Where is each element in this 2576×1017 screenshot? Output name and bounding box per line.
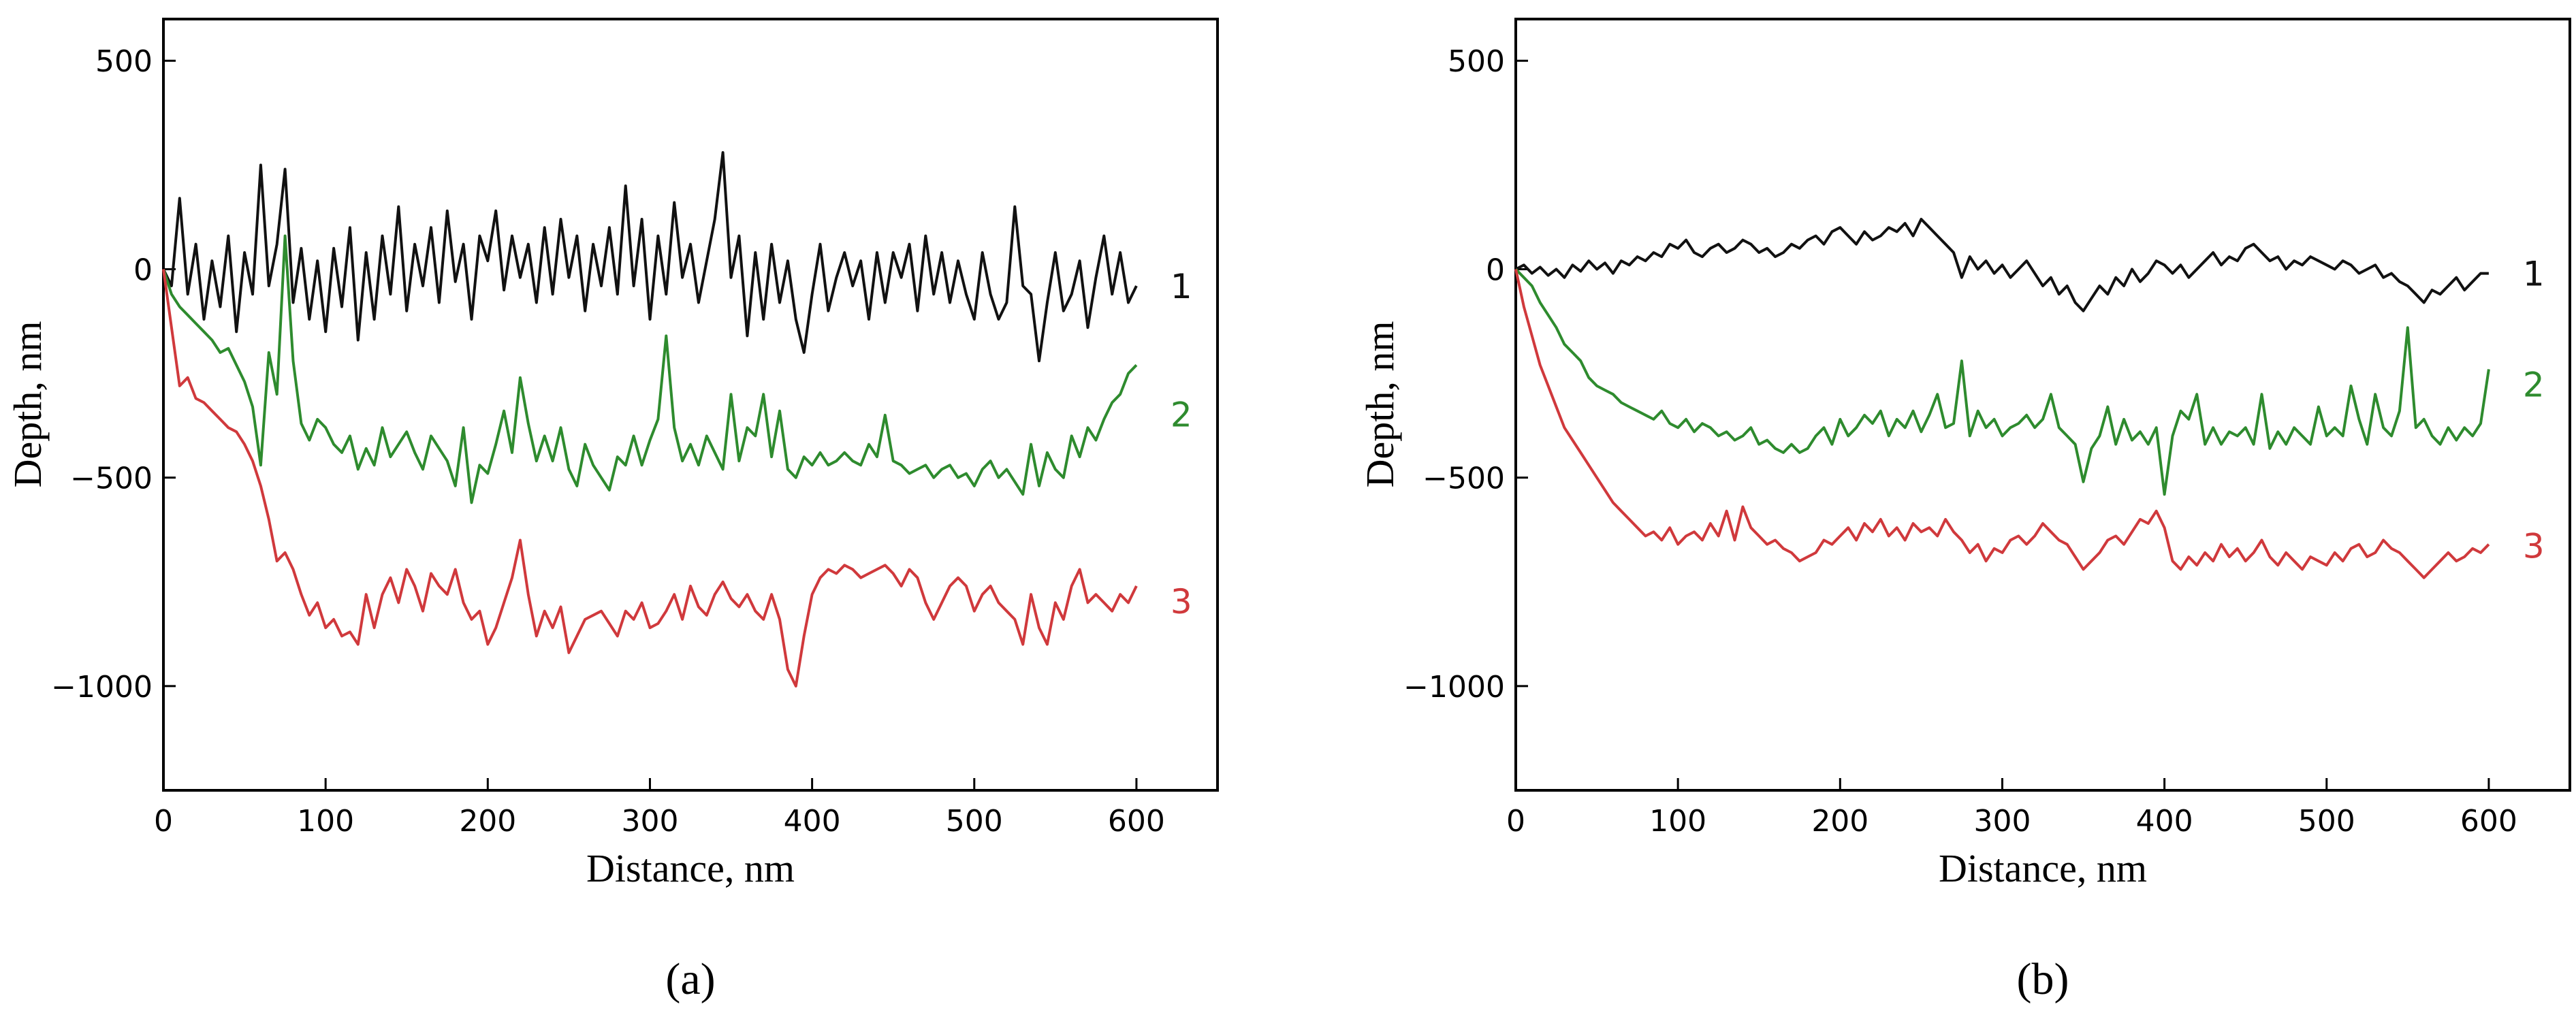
series-1-label: 1 — [1171, 267, 1192, 306]
x-tick-label: 600 — [1108, 804, 1165, 839]
series-1-line — [1515, 218, 2489, 312]
plot-frame — [162, 18, 1219, 792]
series-2-label: 2 — [1171, 395, 1192, 434]
y-tick-label: 0 — [1486, 253, 1505, 287]
y-tick-label: 500 — [95, 44, 153, 79]
y-tick-label: −1000 — [51, 670, 153, 705]
x-tick-label: 300 — [1973, 804, 2031, 839]
plot-frame — [1514, 18, 2571, 792]
x-tick-label: 400 — [784, 804, 841, 839]
x-tick-label: 0 — [1506, 804, 1525, 839]
series-3-line — [1514, 269, 2490, 579]
panel-caption: (b) — [2017, 954, 2069, 1004]
y-axis-title: Depth, nm — [5, 321, 50, 488]
x-tick-label: 500 — [946, 804, 1003, 839]
x-tick-label: 100 — [297, 804, 354, 839]
x-axis-title: Distance, nm — [586, 846, 795, 890]
y-tick-label: −500 — [1422, 462, 1505, 496]
panel-a: 0 100 200 300 400 500 600 500 0 −500 −1000 1 2 3 Dis… — [5, 18, 1219, 1004]
panel-b: 0 100 200 300 400 500 600 500 0 −500 −1000 1 2 3 Dis… — [1358, 18, 2571, 1004]
x-tick-label: 300 — [621, 804, 678, 839]
y-tick-label: 500 — [1448, 44, 1505, 79]
x-tick-label: 200 — [1811, 804, 1869, 839]
series-3-label: 3 — [2523, 527, 2545, 566]
x-tick-label: 200 — [459, 804, 516, 839]
series-3-label: 3 — [1171, 582, 1192, 622]
x-tick-label: 0 — [154, 804, 173, 839]
x-tick-label: 400 — [2136, 804, 2193, 839]
panel-caption: (a) — [665, 954, 715, 1004]
x-tick-label: 500 — [2298, 804, 2355, 839]
y-axis-title: Depth, nm — [1358, 321, 1402, 488]
series-1-label: 1 — [2523, 255, 2545, 294]
x-axis-title: Distance, nm — [1939, 846, 2147, 890]
series-2-label: 2 — [2523, 365, 2545, 404]
y-tick-label: −1000 — [1403, 670, 1505, 705]
y-tick-label: −500 — [70, 462, 153, 496]
series-2-line — [162, 234, 1138, 504]
x-tick-label: 100 — [1649, 804, 1706, 839]
y-tick-label: 0 — [133, 253, 153, 287]
x-tick-label: 600 — [2460, 804, 2517, 839]
series-2-line — [1514, 268, 2490, 496]
series-1-line — [162, 151, 1138, 363]
series-3-line — [162, 269, 1138, 688]
